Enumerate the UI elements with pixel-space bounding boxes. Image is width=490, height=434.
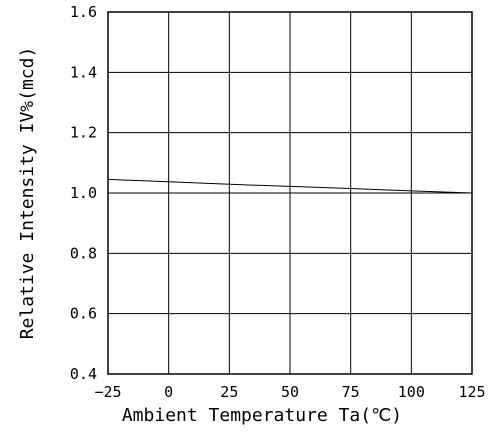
x-tick-label: 100 [398,383,425,401]
x-tick-label: 75 [342,383,360,401]
x-tick-label: −25 [94,383,121,401]
y-tick-label: 1.0 [70,184,97,202]
series-line [107,178,473,194]
y-tick-label: 1.4 [70,63,97,81]
y-tick-label: 0.4 [70,365,97,383]
y-tick-labels: 0.4 0.6 0.8 1.0 1.2 1.4 1.6 [70,3,97,383]
plot-frame [107,11,473,375]
y-tick-label: 1.6 [70,3,97,21]
x-tick-label: 125 [458,383,485,401]
y-axis-title: Relative Intensity IV%(mcd) [17,47,38,340]
y-tick-label: 0.6 [70,305,97,323]
x-tick-labels: −25 0 25 50 75 100 125 [94,383,485,401]
x-tick-label: 0 [164,383,173,401]
x-axis-title: Ambient Temperature Ta(℃) [122,405,402,426]
y-tick-label: 1.2 [70,124,97,142]
grid [108,12,472,374]
x-tick-label: 25 [220,383,238,401]
y-tick-label: 0.8 [70,244,97,262]
x-tick-label: 50 [281,383,299,401]
series-group [107,178,473,194]
